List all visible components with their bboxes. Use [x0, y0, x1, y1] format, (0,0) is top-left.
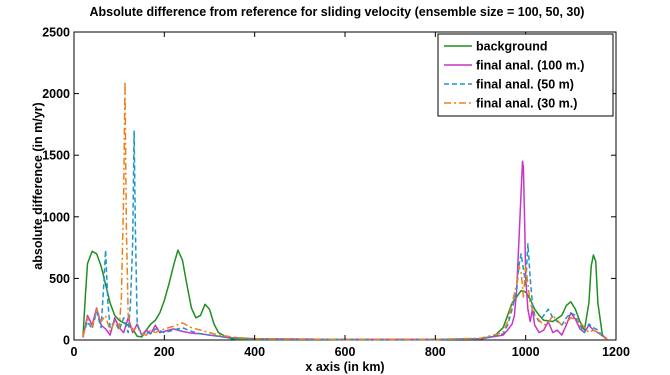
x-tick-label: 200: [154, 345, 175, 359]
legend-label: final anal. (100 m.): [476, 59, 584, 73]
y-tick-label: 1500: [42, 149, 70, 163]
legend-entries: background final anal. (100 m.) final anal…: [444, 40, 584, 111]
series-line-2: [82, 160, 608, 341]
legend-box: [437, 33, 614, 117]
x-axis-label: x axis (in km): [305, 360, 384, 374]
chart-title: Absolute difference from reference for s…: [90, 5, 585, 19]
x-tick-label: 1000: [512, 345, 540, 359]
legend-label: background: [476, 40, 548, 54]
y-tick-label: 500: [49, 272, 70, 286]
legend-label: final anal. (30 m.): [476, 97, 577, 111]
series-layer: [82, 80, 608, 341]
series-line-4: [82, 80, 608, 341]
x-tick-label: 1200: [602, 345, 630, 359]
y-axis-label: absolute difference (in m/yr): [31, 102, 45, 269]
legend-label: final anal. (50 m): [476, 78, 574, 92]
axis-ticks: 0 200 400 600 800 1000 1200 0 500 1000 1500 2000 250…: [42, 26, 630, 360]
x-tick-label: 400: [244, 345, 265, 359]
y-tick-label: 1000: [42, 210, 70, 224]
y-tick-label: 2500: [42, 26, 70, 40]
legend: background final anal. (100 m.) final anal…: [437, 33, 614, 117]
x-tick-label: 800: [425, 345, 446, 359]
x-tick-label: 600: [335, 345, 356, 359]
y-tick-label: 0: [63, 334, 70, 348]
x-tick-label: 0: [71, 345, 78, 359]
y-tick-label: 2000: [42, 87, 70, 101]
